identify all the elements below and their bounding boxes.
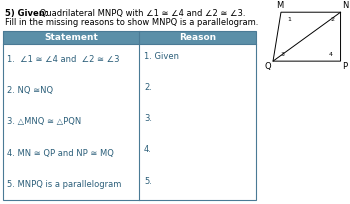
Text: N: N [343,1,349,10]
Bar [3,31,256,200]
Text: 2.: 2. [144,83,152,92]
Text: 3. △MNQ ≅ △PQN: 3. △MNQ ≅ △PQN [7,117,81,126]
Text: 1: 1 [287,17,291,22]
Text: Fill in the missing reasons to show MNPQ is a parallelogram.: Fill in the missing reasons to show MNPQ… [5,18,258,27]
Text: 4: 4 [329,52,332,57]
Text: P: P [343,62,348,71]
Text: 1. Given: 1. Given [144,52,179,61]
Text: 4.: 4. [144,145,152,154]
Text: 2: 2 [331,17,335,22]
Text: 5) Given:: 5) Given: [5,9,48,18]
Text: 5. MNPQ is a parallelogram: 5. MNPQ is a parallelogram [7,180,121,189]
Text: 5.: 5. [144,177,152,186]
Bar [3,31,256,43]
Text: M: M [276,1,284,10]
Text: 2. NQ ≅NQ: 2. NQ ≅NQ [7,86,53,95]
Text: 3: 3 [281,52,285,57]
Text: Statement: Statement [44,33,98,42]
Text: Q: Q [265,62,271,71]
Text: 3.: 3. [144,114,152,123]
Text: Reason: Reason [179,33,216,42]
Text: 4. MN ≅ QP and NP ≅ MQ: 4. MN ≅ QP and NP ≅ MQ [7,149,114,158]
Text: 1.  ∠1 ≅ ∠4 and  ∠2 ≅ ∠3: 1. ∠1 ≅ ∠4 and ∠2 ≅ ∠3 [7,55,119,64]
Text: Quadrilateral MNPQ with ∠1 ≅ ∠4 and ∠2 ≅ ∠3.: Quadrilateral MNPQ with ∠1 ≅ ∠4 and ∠2 ≅… [37,9,245,18]
